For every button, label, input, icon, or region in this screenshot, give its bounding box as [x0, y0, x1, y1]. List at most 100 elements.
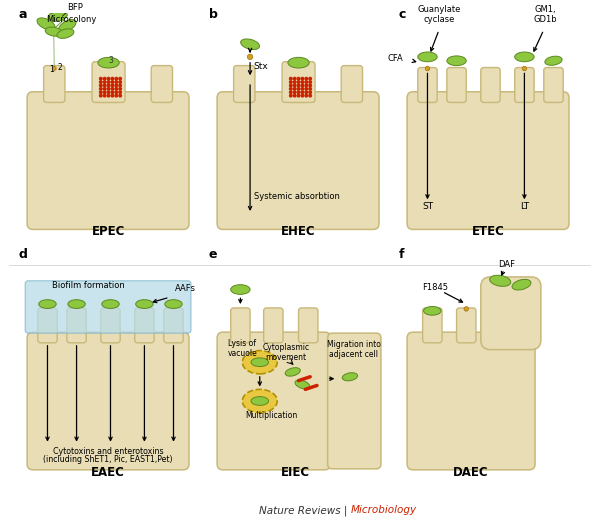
Circle shape [119, 77, 121, 80]
Circle shape [111, 84, 113, 87]
Circle shape [301, 87, 304, 90]
FancyBboxPatch shape [44, 65, 65, 103]
Circle shape [103, 91, 106, 94]
Text: d: d [19, 248, 28, 262]
Ellipse shape [48, 11, 67, 21]
Text: EHEC: EHEC [281, 225, 316, 238]
Text: Nature Reviews |: Nature Reviews | [259, 505, 350, 516]
FancyBboxPatch shape [422, 308, 442, 343]
FancyBboxPatch shape [101, 308, 120, 343]
Circle shape [301, 91, 304, 94]
Text: DAF: DAF [498, 260, 515, 269]
FancyBboxPatch shape [38, 308, 57, 343]
Circle shape [309, 91, 311, 94]
FancyBboxPatch shape [299, 308, 318, 343]
Ellipse shape [68, 300, 85, 309]
Text: Microcolony: Microcolony [46, 15, 97, 24]
Circle shape [305, 77, 308, 80]
Ellipse shape [41, 4, 59, 13]
Circle shape [309, 77, 311, 80]
Circle shape [119, 91, 121, 94]
Circle shape [290, 87, 292, 90]
Text: Migration into
adjacent cell: Migration into adjacent cell [327, 340, 381, 359]
Ellipse shape [53, 1, 70, 10]
FancyBboxPatch shape [217, 332, 331, 470]
FancyBboxPatch shape [151, 65, 173, 103]
FancyBboxPatch shape [164, 308, 183, 343]
Circle shape [115, 81, 118, 83]
Ellipse shape [447, 56, 466, 65]
Circle shape [297, 91, 300, 94]
Text: 2: 2 [57, 63, 62, 73]
Ellipse shape [59, 19, 76, 32]
Circle shape [290, 94, 292, 97]
FancyBboxPatch shape [282, 62, 315, 103]
Text: CFA: CFA [388, 54, 403, 63]
Ellipse shape [295, 380, 310, 389]
Circle shape [103, 84, 106, 87]
FancyBboxPatch shape [288, 65, 309, 103]
Circle shape [293, 87, 296, 90]
Circle shape [111, 81, 113, 83]
Ellipse shape [251, 358, 268, 367]
FancyBboxPatch shape [328, 333, 381, 469]
FancyBboxPatch shape [230, 308, 250, 343]
Circle shape [115, 87, 118, 90]
FancyBboxPatch shape [481, 67, 500, 103]
Text: Microbiology: Microbiology [350, 505, 416, 516]
Circle shape [119, 81, 121, 83]
Text: 3: 3 [108, 56, 113, 65]
Circle shape [107, 94, 110, 97]
Text: Guanylate
cyclase: Guanylate cyclase [418, 5, 461, 24]
Circle shape [111, 77, 113, 80]
Circle shape [107, 81, 110, 83]
Circle shape [305, 87, 308, 90]
Circle shape [111, 91, 113, 94]
Circle shape [107, 87, 110, 90]
Text: (including ShET1, Pic, EAST1,Pet): (including ShET1, Pic, EAST1,Pet) [43, 455, 173, 464]
Ellipse shape [512, 279, 531, 290]
Ellipse shape [242, 389, 277, 413]
Circle shape [290, 84, 292, 87]
FancyBboxPatch shape [481, 277, 541, 349]
Circle shape [103, 81, 106, 83]
Text: ST: ST [422, 202, 433, 211]
Text: F1845: F1845 [422, 282, 449, 291]
Circle shape [309, 81, 311, 83]
FancyBboxPatch shape [407, 92, 569, 230]
FancyBboxPatch shape [457, 308, 476, 343]
Circle shape [293, 84, 296, 87]
Circle shape [290, 77, 292, 80]
Circle shape [52, 66, 56, 71]
Circle shape [301, 84, 304, 87]
Ellipse shape [37, 18, 55, 30]
Circle shape [301, 77, 304, 80]
Text: Systemic absorbtion: Systemic absorbtion [254, 192, 340, 201]
Ellipse shape [285, 368, 300, 376]
Text: EIEC: EIEC [281, 465, 310, 479]
Circle shape [107, 91, 110, 94]
Circle shape [293, 94, 296, 97]
Text: GM1,
GD1b: GM1, GD1b [534, 5, 557, 24]
Text: Cytotoxins and enterotoxins: Cytotoxins and enterotoxins [53, 447, 163, 456]
Text: DAEC: DAEC [453, 465, 489, 479]
Circle shape [297, 77, 300, 80]
Circle shape [305, 91, 308, 94]
Circle shape [103, 77, 106, 80]
Text: b: b [209, 8, 218, 21]
Circle shape [293, 81, 296, 83]
Text: Stx: Stx [253, 62, 268, 71]
Circle shape [297, 87, 300, 90]
Ellipse shape [241, 39, 260, 50]
Circle shape [425, 66, 430, 71]
Ellipse shape [98, 58, 119, 68]
Circle shape [305, 81, 308, 83]
Ellipse shape [57, 29, 74, 38]
Ellipse shape [418, 52, 437, 62]
Circle shape [293, 77, 296, 80]
Text: c: c [399, 8, 406, 21]
Ellipse shape [242, 350, 277, 374]
Circle shape [100, 81, 102, 83]
Circle shape [305, 84, 308, 87]
Circle shape [100, 84, 102, 87]
